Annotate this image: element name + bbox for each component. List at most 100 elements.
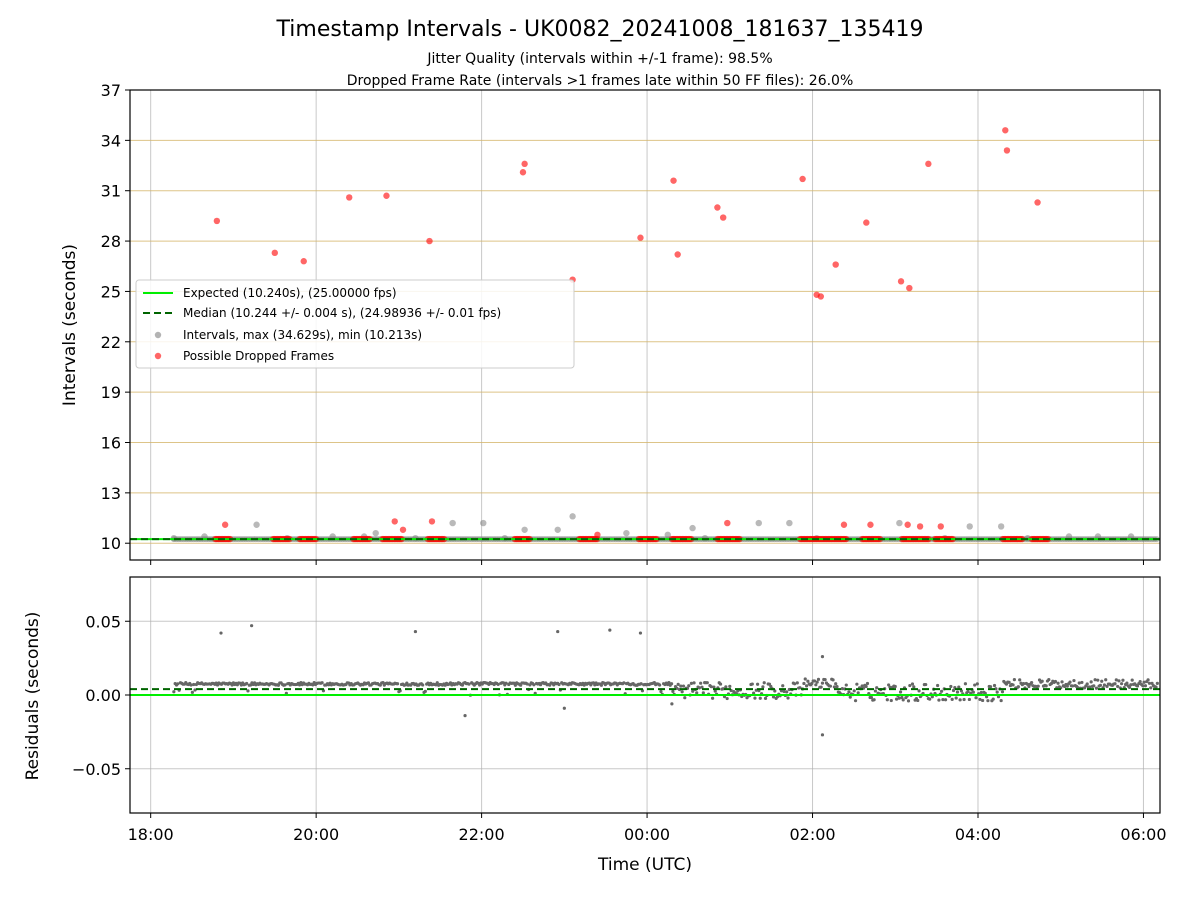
residual-point — [467, 682, 471, 686]
residual-point — [761, 685, 765, 689]
dropped-frame-point — [897, 278, 905, 285]
residual-point — [773, 689, 777, 693]
residual-point — [815, 680, 819, 684]
residual-point — [1016, 685, 1020, 689]
residual-point — [622, 681, 626, 685]
dropped-frame-point — [637, 234, 644, 241]
residual-point — [718, 682, 723, 686]
residual-point — [705, 681, 709, 685]
residual-point — [250, 624, 254, 628]
intervals-y-tick-label: 31 — [101, 182, 121, 201]
residual-point — [908, 683, 912, 688]
residual-point — [699, 681, 703, 685]
x-tick-label: 04:00 — [955, 825, 1001, 844]
legend-median-label: Median (10.244 +/- 0.004 s), (24.98936 +… — [183, 306, 501, 320]
legend-dropped-label: Possible Dropped Frames — [183, 349, 334, 363]
residual-point — [639, 682, 643, 686]
residual-point — [967, 697, 971, 702]
residual-point — [963, 682, 968, 686]
dropped-frame-point — [1002, 127, 1009, 134]
chart-title: Timestamp Intervals - UK0082_20241008_18… — [276, 17, 924, 42]
interval-point — [372, 529, 379, 537]
residual-point — [658, 683, 662, 687]
residual-point — [713, 689, 717, 693]
residual-point — [812, 679, 817, 683]
residual-point — [1143, 684, 1148, 688]
residual-point — [697, 686, 701, 690]
residual-point — [1096, 678, 1100, 682]
interval-point — [253, 521, 260, 528]
residual-point — [974, 696, 978, 700]
residual-point — [1007, 680, 1011, 684]
residual-point — [728, 684, 732, 688]
residual-point — [1100, 679, 1104, 683]
residual-point — [193, 688, 197, 692]
residual-point — [820, 681, 825, 685]
residual-point — [725, 696, 729, 701]
intervals-y-ticks: 10 13 16 19 22 25 28 31 34 37 — [101, 81, 130, 553]
residual-point — [599, 683, 604, 687]
residual-point — [1044, 684, 1048, 688]
residual-point — [957, 685, 961, 689]
dropped-frame-point — [391, 518, 398, 525]
residual-point — [1036, 684, 1040, 688]
residuals-series — [130, 624, 1160, 737]
dropped-frame-point — [674, 251, 681, 258]
residual-point — [820, 655, 825, 659]
residual-point — [916, 698, 920, 703]
residual-point — [750, 682, 754, 686]
intervals-panel-frame — [129, 89, 1161, 561]
residual-point — [771, 695, 776, 699]
residual-point — [245, 681, 249, 686]
residual-point — [943, 698, 948, 702]
residuals-y-axis-label: Residuals (seconds) — [23, 612, 43, 781]
residual-point — [1138, 679, 1142, 684]
residual-point — [1040, 679, 1044, 683]
residual-point — [1129, 683, 1133, 687]
dropped-frame-point — [840, 521, 848, 528]
residual-point — [670, 702, 674, 706]
residual-point — [975, 682, 979, 686]
residual-point — [910, 682, 915, 686]
residual-point — [958, 698, 962, 702]
residual-point — [816, 677, 821, 681]
residual-point — [1141, 684, 1145, 688]
residual-point — [683, 696, 687, 700]
residual-point — [671, 689, 675, 693]
dropped-frame-point — [1034, 199, 1041, 206]
dropped-frame-point — [383, 192, 390, 199]
residual-point — [873, 689, 878, 693]
residual-point — [701, 691, 705, 695]
intervals-panel: 10 13 16 19 22 25 28 31 34 37 Intervals (seconds)… — [60, 81, 1161, 561]
dropped-frame-point — [213, 217, 221, 225]
residual-point — [803, 677, 807, 681]
residual-point — [689, 681, 694, 685]
residual-point — [1149, 686, 1153, 690]
residual-point — [1102, 683, 1107, 687]
residual-point — [687, 684, 691, 688]
legend-intervals-marker — [154, 331, 162, 339]
residual-point — [898, 690, 903, 694]
residual-point — [1056, 681, 1060, 685]
chart-subtitle-line-1: Jitter Quality (intervals within +/-1 fr… — [426, 51, 772, 67]
dropped-frame-point — [426, 237, 433, 245]
residuals-panel: 0.05 0.00 −0.05 Residuals (seconds) — [23, 576, 1161, 814]
residual-point — [246, 689, 250, 693]
residual-point — [1080, 680, 1084, 685]
residual-point — [435, 681, 439, 685]
dropped-frame-point — [863, 219, 870, 226]
interval-point — [554, 526, 561, 533]
residual-point — [834, 682, 838, 686]
interval-point — [480, 519, 487, 527]
residual-point — [959, 689, 964, 693]
residual-point — [1030, 680, 1034, 685]
residual-point — [1155, 681, 1159, 685]
residual-point — [1065, 684, 1069, 688]
residual-point — [1146, 678, 1150, 682]
residual-point — [675, 686, 679, 690]
interval-point — [966, 523, 973, 530]
intervals-y-tick-label: 34 — [101, 131, 121, 150]
residual-point — [1089, 680, 1093, 684]
residual-point — [995, 690, 999, 694]
